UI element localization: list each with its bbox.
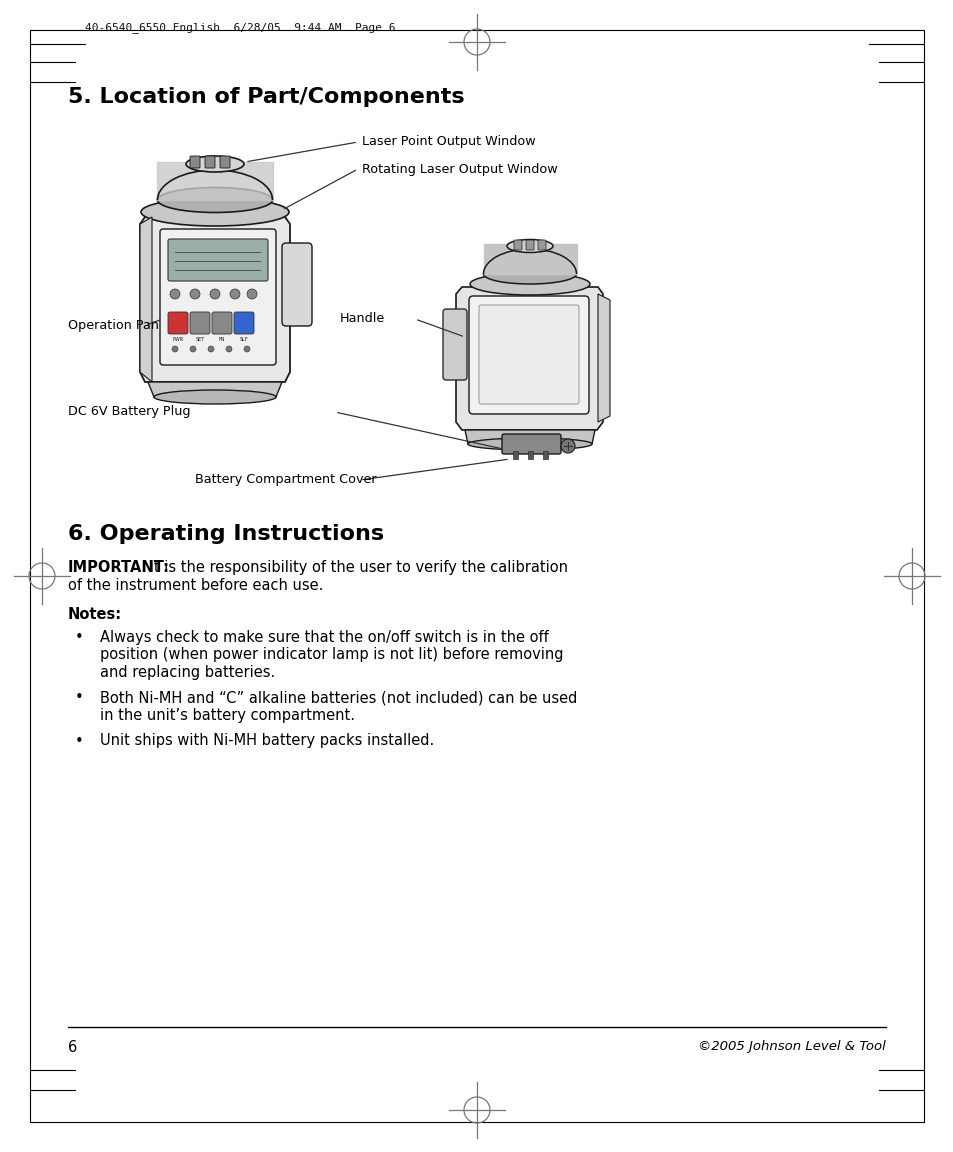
FancyBboxPatch shape: [442, 309, 467, 380]
Text: It is the responsibility of the user to verify the calibration: It is the responsibility of the user to …: [145, 560, 567, 575]
Text: Laser Point Output Window: Laser Point Output Window: [361, 136, 535, 149]
FancyBboxPatch shape: [525, 240, 534, 250]
Text: Operation Panel: Operation Panel: [68, 318, 171, 332]
Text: •: •: [75, 734, 84, 749]
Text: IMPORTANT:: IMPORTANT:: [68, 560, 170, 575]
Ellipse shape: [186, 156, 244, 172]
Text: in the unit’s battery compartment.: in the unit’s battery compartment.: [100, 708, 355, 723]
FancyBboxPatch shape: [160, 229, 275, 365]
Circle shape: [247, 289, 256, 300]
Circle shape: [172, 346, 178, 353]
Circle shape: [560, 439, 575, 453]
Text: 40-6540_6550 English  6/28/05  9:44 AM  Page 6: 40-6540_6550 English 6/28/05 9:44 AM Pag…: [85, 23, 395, 33]
FancyBboxPatch shape: [205, 156, 214, 168]
Text: 5. Location of Part/Components: 5. Location of Part/Components: [68, 88, 464, 107]
Polygon shape: [464, 430, 595, 444]
Text: SET: SET: [195, 338, 204, 342]
Circle shape: [190, 346, 195, 353]
FancyBboxPatch shape: [501, 434, 560, 454]
Ellipse shape: [470, 273, 589, 295]
Circle shape: [226, 346, 232, 353]
Bar: [542, 450, 547, 458]
FancyBboxPatch shape: [168, 312, 188, 334]
Text: FN: FN: [218, 338, 225, 342]
Polygon shape: [140, 217, 290, 382]
Text: of the instrument before each use.: of the instrument before each use.: [68, 578, 323, 593]
Polygon shape: [598, 294, 609, 422]
FancyBboxPatch shape: [537, 240, 545, 250]
Text: Handle: Handle: [339, 312, 385, 326]
Polygon shape: [148, 382, 282, 397]
Bar: [513, 450, 517, 458]
Circle shape: [244, 346, 250, 353]
Text: 6: 6: [68, 1040, 77, 1055]
Bar: [527, 450, 533, 458]
Circle shape: [190, 289, 200, 300]
Text: Notes:: Notes:: [68, 607, 122, 622]
Ellipse shape: [468, 438, 592, 450]
Polygon shape: [456, 287, 602, 430]
FancyBboxPatch shape: [469, 296, 588, 414]
FancyBboxPatch shape: [220, 156, 230, 168]
Text: DC 6V Battery Plug: DC 6V Battery Plug: [68, 406, 191, 418]
Ellipse shape: [483, 264, 576, 285]
Ellipse shape: [157, 188, 273, 212]
FancyBboxPatch shape: [233, 312, 253, 334]
Text: Always check to make sure that the on/off switch is in the off: Always check to make sure that the on/of…: [100, 630, 548, 645]
Text: Unit ships with Ni-MH battery packs installed.: Unit ships with Ni-MH battery packs inst…: [100, 734, 434, 749]
Text: •: •: [75, 630, 84, 645]
Text: PWR: PWR: [172, 338, 183, 342]
Text: Both Ni-MH and “C” alkaline batteries (not included) can be used: Both Ni-MH and “C” alkaline batteries (n…: [100, 690, 577, 705]
Polygon shape: [140, 217, 152, 382]
Circle shape: [208, 346, 213, 353]
Text: 6. Operating Instructions: 6. Operating Instructions: [68, 524, 384, 544]
Text: SLF: SLF: [239, 338, 248, 342]
FancyBboxPatch shape: [282, 243, 312, 326]
Ellipse shape: [141, 198, 289, 226]
FancyBboxPatch shape: [190, 312, 210, 334]
Text: and replacing batteries.: and replacing batteries.: [100, 665, 275, 680]
Circle shape: [230, 289, 240, 300]
FancyBboxPatch shape: [190, 156, 200, 168]
Text: Rotating Laser Output Window: Rotating Laser Output Window: [361, 162, 558, 175]
FancyBboxPatch shape: [478, 305, 578, 404]
Ellipse shape: [153, 391, 275, 404]
FancyBboxPatch shape: [514, 240, 521, 250]
FancyBboxPatch shape: [212, 312, 232, 334]
Text: ©2005 Johnson Level & Tool: ©2005 Johnson Level & Tool: [698, 1040, 885, 1053]
Circle shape: [170, 289, 180, 300]
Text: •: •: [75, 690, 84, 705]
Text: Battery Compartment Cover: Battery Compartment Cover: [194, 473, 376, 486]
FancyBboxPatch shape: [168, 238, 268, 281]
Circle shape: [210, 289, 220, 300]
Text: position (when power indicator lamp is not lit) before removing: position (when power indicator lamp is n…: [100, 647, 563, 662]
Ellipse shape: [506, 240, 553, 252]
